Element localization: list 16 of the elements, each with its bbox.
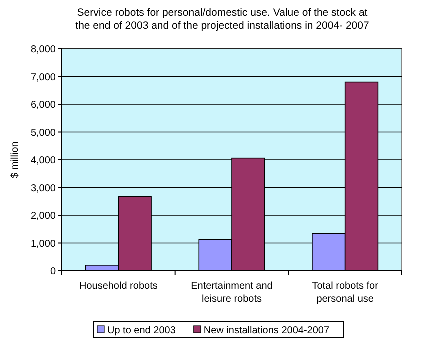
legend-label: New installations 2004-2007 [204, 326, 330, 336]
y-tick-label: 4,000 [30, 156, 56, 166]
y-tick-label: 6,000 [30, 100, 56, 111]
y-tick-label: 8,000 [30, 44, 56, 56]
y-tick-label: 3,000 [30, 183, 56, 194]
y-tick-label: 2,000 [30, 211, 56, 222]
x-tick-label: Entertainment and leisure robots [191, 281, 273, 305]
chart-title: Service robots for personal/domestic use. Value of the stock at the end of 2003 and of the projected installations in 2004- 2007 [76, 7, 370, 32]
y-tick-label: 0 [50, 266, 56, 278]
x-tick-label: Household robots [79, 281, 158, 292]
legend-label: Up to end 2003 [108, 326, 176, 336]
y-tick-label: 1,000 [30, 238, 56, 250]
x-tick-label: Total robots for personal use [312, 281, 380, 305]
y-axis-title: $ million [10, 142, 21, 178]
y-tick-label: 5,000 [30, 128, 56, 139]
y-tick-label: 7,000 [30, 72, 56, 84]
